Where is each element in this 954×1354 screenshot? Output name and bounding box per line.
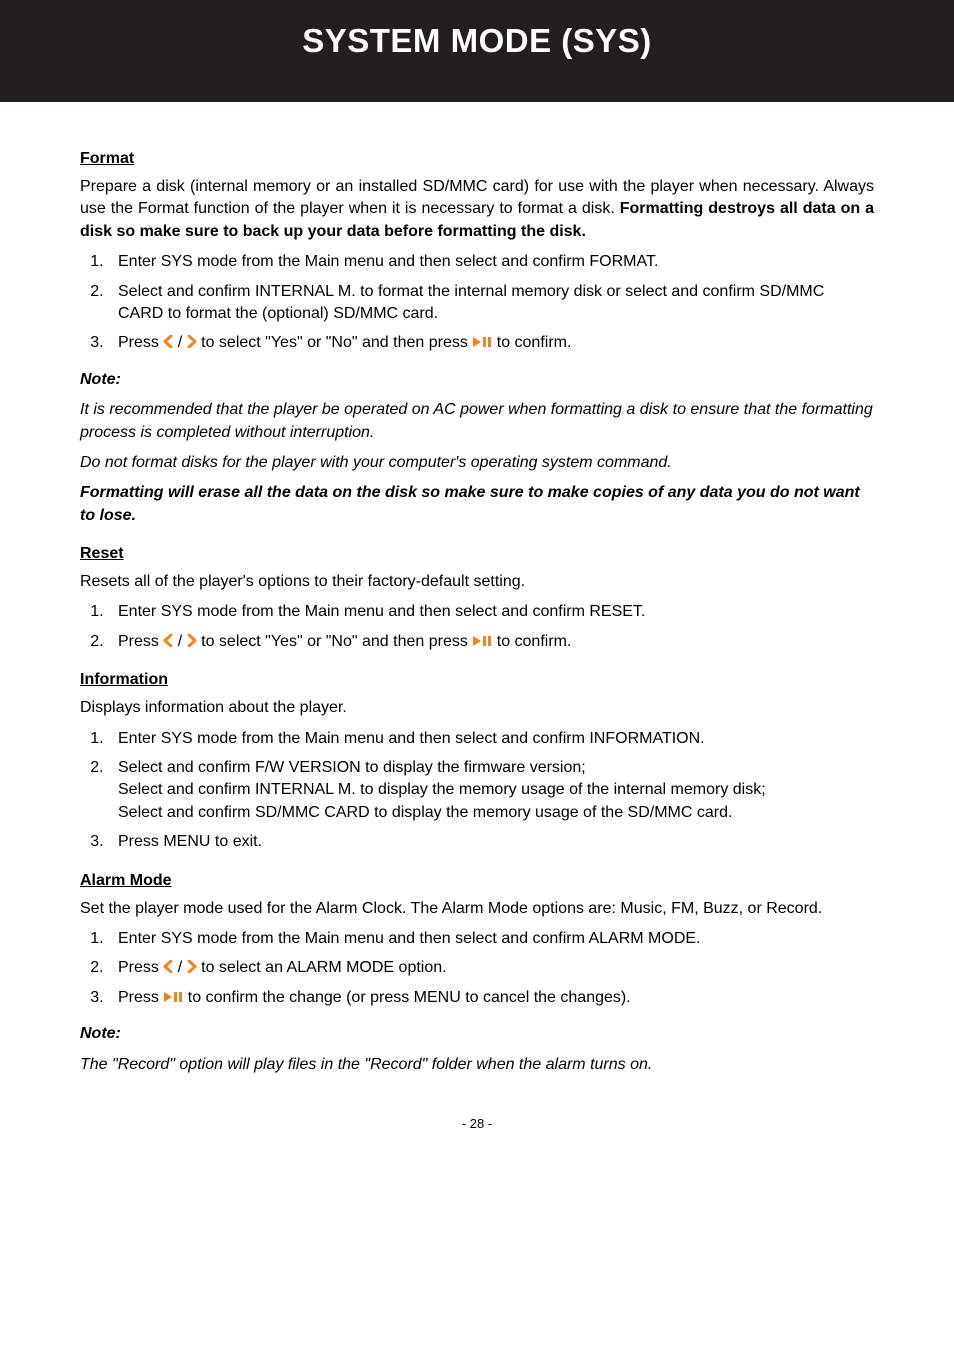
play-pause-icon	[163, 989, 183, 1006]
alarm-note-label: Note:	[80, 1023, 874, 1045]
format-step-3c: to confirm.	[492, 334, 571, 351]
slash: /	[173, 959, 186, 976]
information-steps: Enter SYS mode from the Main menu and th…	[80, 728, 874, 854]
format-note-1: It is recommended that the player be ope…	[80, 399, 874, 444]
reset-title: Reset	[80, 545, 874, 563]
alarm-step-3a: Press	[118, 989, 163, 1006]
information-title: Information	[80, 671, 874, 689]
page-number: - 28 -	[80, 1116, 874, 1131]
right-arrow-icon	[187, 959, 197, 976]
alarm-intro: Set the player mode used for the Alarm C…	[80, 898, 874, 920]
page-content: Format Prepare a disk (internal memory o…	[0, 102, 954, 1161]
left-arrow-icon	[163, 334, 173, 351]
format-note-label: Note:	[80, 369, 874, 391]
right-arrow-icon	[187, 334, 197, 351]
play-pause-icon	[472, 334, 492, 351]
format-step-3b: to select "Yes" or "No" and then press	[197, 334, 473, 351]
information-step-3: Press MENU to exit.	[108, 831, 874, 853]
info-step-2b: Select and confirm INTERNAL M. to displa…	[118, 781, 766, 798]
format-title: Format	[80, 150, 874, 168]
information-intro: Displays information about the player.	[80, 697, 874, 719]
format-step-2: Select and confirm INTERNAL M. to format…	[108, 281, 874, 326]
alarm-steps: Enter SYS mode from the Main menu and th…	[80, 928, 874, 1009]
format-step-3a: Press	[118, 334, 163, 351]
alarm-note-1: The "Record" option will play files in t…	[80, 1054, 874, 1076]
reset-steps: Enter SYS mode from the Main menu and th…	[80, 601, 874, 653]
left-arrow-icon	[163, 633, 173, 650]
alarm-step-3b: to confirm the change (or press MENU to …	[183, 989, 630, 1006]
alarm-step-1: Enter SYS mode from the Main menu and th…	[108, 928, 874, 950]
alarm-step-3: Press to confirm the change (or press ME…	[108, 987, 874, 1009]
format-intro: Prepare a disk (internal memory or an in…	[80, 176, 874, 243]
reset-intro: Resets all of the player's options to th…	[80, 571, 874, 593]
info-step-2c: Select and confirm SD/MMC CARD to displa…	[118, 804, 732, 821]
format-note-3: Formatting will erase all the data on th…	[80, 482, 874, 527]
format-note-2: Do not format disks for the player with …	[80, 452, 874, 474]
right-arrow-icon	[187, 633, 197, 650]
format-step-3: Press / to select "Yes" or "No" and then…	[108, 332, 874, 354]
info-step-2a: Select and confirm F/W VERSION to displa…	[118, 759, 586, 776]
format-steps: Enter SYS mode from the Main menu and th…	[80, 251, 874, 355]
reset-step-2b: to select "Yes" or "No" and then press	[197, 633, 473, 650]
alarm-title: Alarm Mode	[80, 872, 874, 890]
reset-step-2a: Press	[118, 633, 163, 650]
reset-step-2: Press / to select "Yes" or "No" and then…	[108, 631, 874, 653]
slash: /	[173, 334, 186, 351]
information-step-2: Select and confirm F/W VERSION to displa…	[108, 757, 874, 824]
reset-step-1: Enter SYS mode from the Main menu and th…	[108, 601, 874, 623]
slash: /	[173, 633, 186, 650]
left-arrow-icon	[163, 959, 173, 976]
format-step-1: Enter SYS mode from the Main menu and th…	[108, 251, 874, 273]
header-title: SYSTEM MODE (SYS)	[302, 22, 652, 59]
play-pause-icon	[472, 633, 492, 650]
alarm-step-2a: Press	[118, 959, 163, 976]
page-header: SYSTEM MODE (SYS)	[0, 0, 954, 102]
reset-step-2c: to confirm.	[492, 633, 571, 650]
alarm-step-2b: to select an ALARM MODE option.	[197, 959, 447, 976]
information-step-1: Enter SYS mode from the Main menu and th…	[108, 728, 874, 750]
alarm-step-2: Press / to select an ALARM MODE option.	[108, 957, 874, 979]
